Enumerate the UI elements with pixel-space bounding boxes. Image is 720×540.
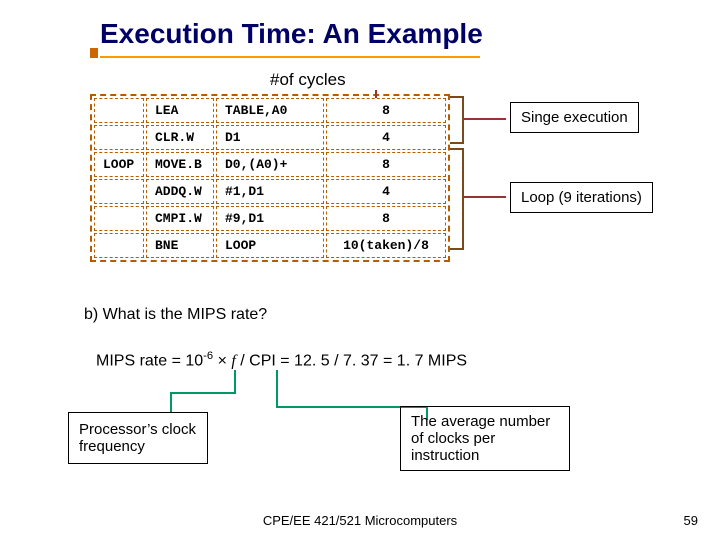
callout-loop-iterations: Loop (9 iterations) bbox=[510, 182, 653, 213]
asm-args: D0,(A0)+ bbox=[216, 152, 324, 177]
connector-f-horiz bbox=[170, 392, 236, 394]
asm-label bbox=[94, 233, 144, 258]
asm-label bbox=[94, 98, 144, 123]
asm-opcode: LEA bbox=[146, 98, 214, 123]
arrow-to-loop bbox=[464, 196, 506, 198]
mips-prefix: MIPS rate = 10 bbox=[96, 352, 203, 369]
assembly-table: LEATABLE,A08CLR.WD14LOOPMOVE.BD0,(A0)+8A… bbox=[90, 94, 450, 262]
asm-cycles: 10(taken)/8 bbox=[326, 233, 446, 258]
asm-args: #1,D1 bbox=[216, 179, 324, 204]
table-row: ADDQ.W#1,D14 bbox=[94, 179, 446, 204]
asm-cycles: 8 bbox=[326, 98, 446, 123]
connector-f-vert2 bbox=[170, 392, 172, 412]
mips-exponent: -6 bbox=[203, 350, 213, 362]
asm-args: D1 bbox=[216, 125, 324, 150]
asm-label: LOOP bbox=[94, 152, 144, 177]
mips-mid1: × bbox=[213, 352, 231, 369]
asm-label bbox=[94, 179, 144, 204]
avg-clocks-box: The average number of clocks per instruc… bbox=[400, 406, 570, 471]
asm-args: #9,D1 bbox=[216, 206, 324, 231]
table-row: LEATABLE,A08 bbox=[94, 98, 446, 123]
title-accent bbox=[90, 48, 98, 58]
asm-cycles: 4 bbox=[326, 125, 446, 150]
asm-cycles: 8 bbox=[326, 206, 446, 231]
processor-frequency-box: Processor’s clock frequency bbox=[68, 412, 208, 464]
asm-args: LOOP bbox=[216, 233, 324, 258]
asm-opcode: CMPI.W bbox=[146, 206, 214, 231]
footer-text: CPE/EE 421/521 Microcomputers bbox=[0, 513, 720, 528]
asm-opcode: MOVE.B bbox=[146, 152, 214, 177]
page-number: 59 bbox=[684, 513, 698, 528]
mips-rest: / CPI = 12. 5 / 7. 37 = 1. 7 MIPS bbox=[236, 352, 467, 369]
table-row: LOOPMOVE.BD0,(A0)+8 bbox=[94, 152, 446, 177]
bracket-loop bbox=[450, 148, 464, 250]
asm-label bbox=[94, 125, 144, 150]
cycles-column-label: #of cycles bbox=[270, 70, 346, 90]
asm-args: TABLE,A0 bbox=[216, 98, 324, 123]
asm-opcode: BNE bbox=[146, 233, 214, 258]
mips-equation: MIPS rate = 10-6 × f / CPI = 12. 5 / 7. … bbox=[96, 350, 467, 370]
asm-cycles: 8 bbox=[326, 152, 446, 177]
title-underline bbox=[100, 56, 480, 58]
asm-opcode: CLR.W bbox=[146, 125, 214, 150]
callout-single-execution: Singe execution bbox=[510, 102, 639, 133]
asm-label bbox=[94, 206, 144, 231]
slide-title: Execution Time: An Example bbox=[100, 18, 483, 50]
arrow-to-single bbox=[464, 118, 506, 120]
connector-cpi-vert1 bbox=[276, 370, 278, 406]
table-row: BNELOOP10(taken)/8 bbox=[94, 233, 446, 258]
question-b: b) What is the MIPS rate? bbox=[84, 306, 267, 324]
cycles-arrow bbox=[375, 90, 377, 98]
asm-opcode: ADDQ.W bbox=[146, 179, 214, 204]
asm-cycles: 4 bbox=[326, 179, 446, 204]
table-row: CMPI.W#9,D18 bbox=[94, 206, 446, 231]
bracket-single bbox=[450, 96, 464, 144]
table-row: CLR.WD14 bbox=[94, 125, 446, 150]
connector-f-vert1 bbox=[234, 370, 236, 392]
